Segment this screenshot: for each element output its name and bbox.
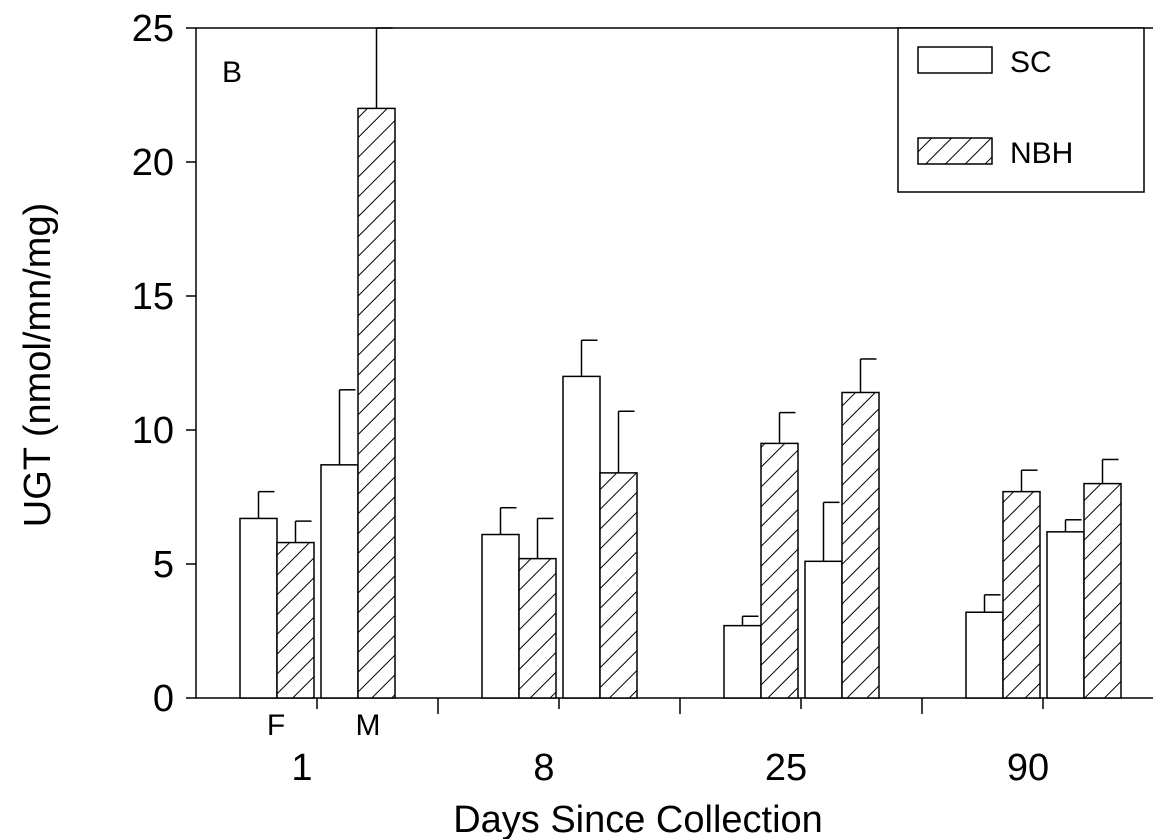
x-subgroup-label: M: [356, 709, 381, 742]
y-tick-label: 0: [153, 678, 174, 720]
bar-sc-f-day8: [481, 533, 520, 699]
y-tick-label: 5: [153, 544, 174, 586]
bar-sc-f-day25: [723, 624, 762, 699]
bar-nbh-m-day25: [841, 391, 880, 699]
y-axis-title: UGT (nmol/mn/mg): [17, 203, 59, 527]
y-tick-label: 25: [132, 8, 174, 50]
y-tick-label: 20: [132, 142, 174, 184]
x-axis-title: Days Since Collection: [453, 799, 823, 839]
bar-sc-m-day25: [804, 560, 843, 699]
legend-label-nbh: NBH: [1010, 137, 1073, 170]
bar-nbh-f-day8: [518, 557, 557, 699]
bar-sc-f-day1: [239, 517, 278, 699]
legend-swatch-nbh: [917, 137, 993, 165]
bar-sc-f-day90: [965, 611, 1004, 699]
bar-sc-m-day90: [1046, 531, 1085, 699]
y-tick-label: 15: [132, 276, 174, 318]
bar-nbh-f-day25: [760, 442, 799, 699]
legend: SC NBH: [897, 27, 1145, 193]
legend-label-sc: SC: [1010, 46, 1052, 79]
x-subgroup-label: F: [267, 709, 285, 742]
x-tick-label: 1: [291, 747, 312, 789]
bar-nbh-f-day90: [1002, 490, 1041, 699]
bar-group: [239, 107, 1122, 699]
bar-nbh-m-day90: [1083, 482, 1122, 699]
y-tick-label: 10: [132, 410, 174, 452]
x-tick-label: 90: [1007, 747, 1049, 789]
legend-swatch-sc: [917, 46, 993, 74]
error-bar-group: [257, 27, 1119, 626]
panel-label: B: [222, 56, 242, 89]
bar-sc-m-day1: [320, 464, 359, 699]
x-tick-label: 8: [533, 747, 554, 789]
bar-nbh-f-day1: [276, 541, 315, 699]
axes: 0 5 10 15 20 25 1 8 25 90 F M: [132, 8, 1153, 789]
bar-nbh-m-day8: [599, 472, 638, 699]
bar-nbh-m-day1: [357, 107, 396, 699]
x-tick-label: 25: [765, 747, 807, 789]
bar-sc-m-day8: [562, 375, 601, 699]
